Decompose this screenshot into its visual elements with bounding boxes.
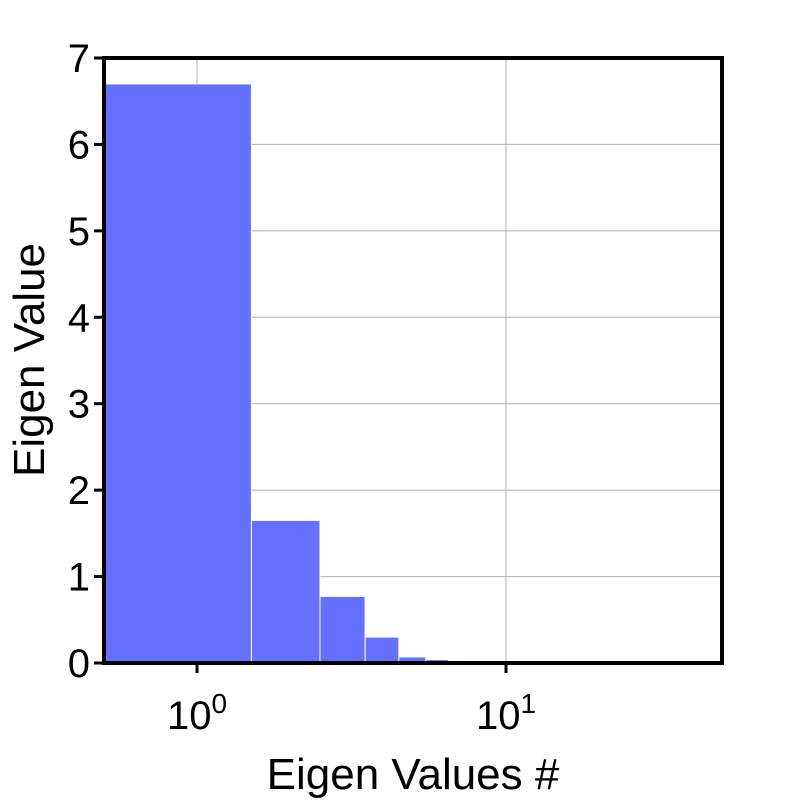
x-axis-label: Eigen Values # [267, 750, 560, 799]
x-axis-ticks: 100 101 [167, 663, 536, 738]
plot-frame [102, 56, 724, 665]
bar [364, 636, 400, 664]
y-tick-label: 2 [68, 469, 90, 513]
y-tick-label: 5 [68, 210, 90, 254]
y-tick-label: 3 [68, 383, 90, 427]
y-tick-label: 6 [68, 123, 90, 167]
bar [250, 519, 321, 664]
y-tick-label: 1 [68, 556, 90, 600]
y-axis-ticks: 0 1 2 3 4 5 6 7 [68, 37, 104, 686]
y-tick-label: 7 [68, 37, 90, 81]
y-tick-label: 4 [68, 296, 90, 340]
y-tick-label: 0 [68, 642, 90, 686]
y-axis-label: Eigen Value [5, 243, 54, 477]
x-tick-label: 101 [476, 688, 536, 738]
bar [103, 83, 252, 664]
bar [319, 595, 366, 664]
x-tick-label: 100 [167, 688, 227, 738]
